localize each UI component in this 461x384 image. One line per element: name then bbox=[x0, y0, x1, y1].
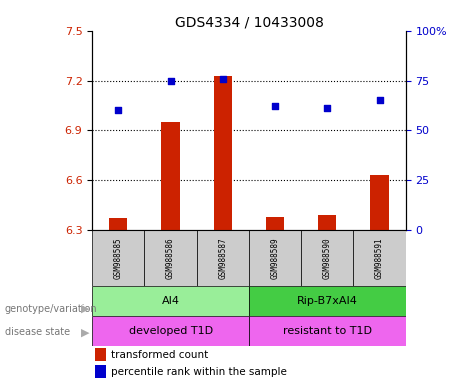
Text: GSM988590: GSM988590 bbox=[323, 237, 332, 279]
Bar bbox=[92, 316, 249, 346]
Text: disease state: disease state bbox=[5, 327, 70, 337]
FancyBboxPatch shape bbox=[197, 230, 249, 286]
Text: GSM988589: GSM988589 bbox=[271, 237, 279, 279]
FancyBboxPatch shape bbox=[301, 230, 354, 286]
Bar bbox=[371, 175, 389, 230]
Text: GSM988591: GSM988591 bbox=[375, 237, 384, 279]
Text: resistant to T1D: resistant to T1D bbox=[283, 326, 372, 336]
Text: ▶: ▶ bbox=[82, 304, 90, 314]
Point bbox=[272, 103, 279, 109]
Bar bbox=[318, 215, 337, 230]
Bar bbox=[109, 218, 127, 230]
Title: GDS4334 / 10433008: GDS4334 / 10433008 bbox=[175, 16, 323, 30]
Point bbox=[324, 105, 331, 111]
Text: developed T1D: developed T1D bbox=[129, 326, 213, 336]
Bar bbox=[213, 76, 232, 230]
Bar bbox=[95, 366, 106, 379]
Text: AI4: AI4 bbox=[161, 296, 180, 306]
Text: Rip-B7xAI4: Rip-B7xAI4 bbox=[297, 296, 358, 306]
FancyBboxPatch shape bbox=[92, 230, 144, 286]
Text: transformed count: transformed count bbox=[111, 350, 208, 360]
Point bbox=[376, 98, 383, 104]
Text: percentile rank within the sample: percentile rank within the sample bbox=[111, 367, 287, 377]
Text: GSM988587: GSM988587 bbox=[219, 237, 227, 279]
Bar bbox=[249, 286, 406, 316]
Point bbox=[167, 78, 174, 84]
FancyBboxPatch shape bbox=[249, 230, 301, 286]
Bar bbox=[249, 316, 406, 346]
FancyBboxPatch shape bbox=[144, 230, 197, 286]
Point bbox=[115, 108, 122, 114]
Bar bbox=[161, 122, 180, 230]
Bar bbox=[266, 217, 284, 230]
Text: GSM988586: GSM988586 bbox=[166, 237, 175, 279]
Bar bbox=[95, 348, 106, 361]
Bar bbox=[92, 286, 249, 316]
Text: GSM988585: GSM988585 bbox=[114, 237, 123, 279]
FancyBboxPatch shape bbox=[354, 230, 406, 286]
Point bbox=[219, 76, 226, 82]
Text: ▶: ▶ bbox=[82, 327, 90, 337]
Text: genotype/variation: genotype/variation bbox=[5, 304, 97, 314]
